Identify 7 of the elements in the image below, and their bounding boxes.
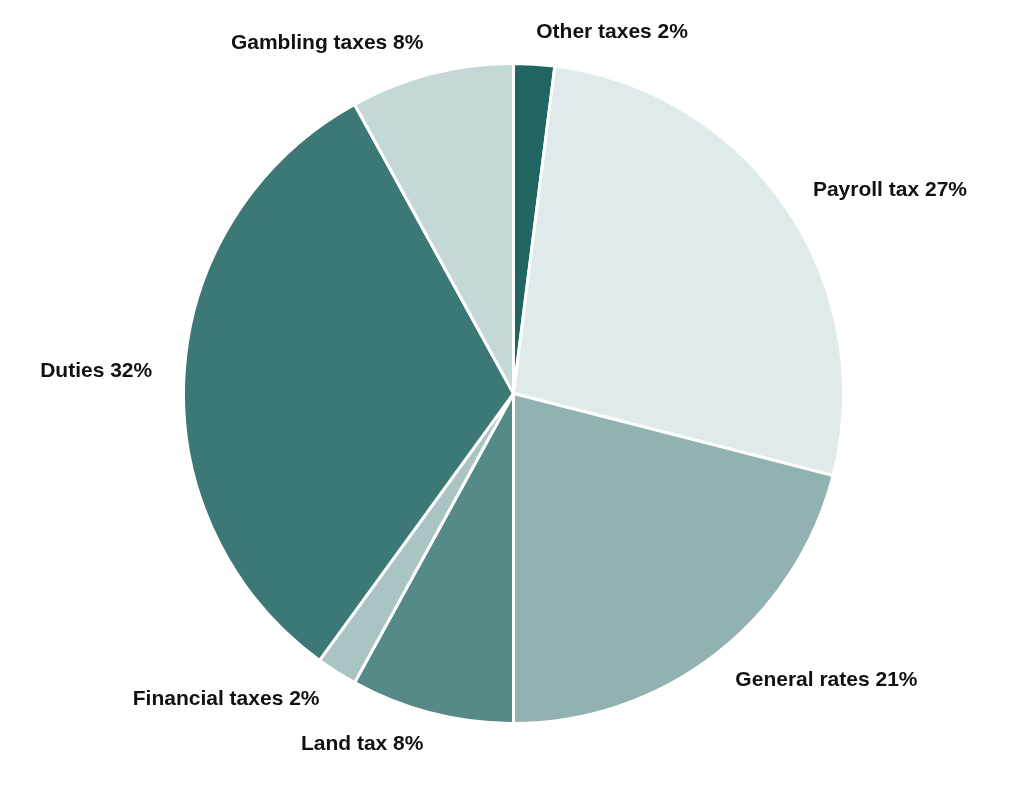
slice-label: Financial taxes 2%	[132, 686, 320, 710]
slice-label: Other taxes 2%	[536, 19, 689, 43]
slice-label: Land tax 8%	[300, 731, 424, 755]
slice-label: Payroll tax 27%	[812, 177, 968, 201]
slice-label: Gambling taxes 8%	[230, 29, 424, 53]
slice-label: General rates 21%	[735, 666, 918, 690]
slice-label: Duties 32%	[40, 357, 153, 381]
